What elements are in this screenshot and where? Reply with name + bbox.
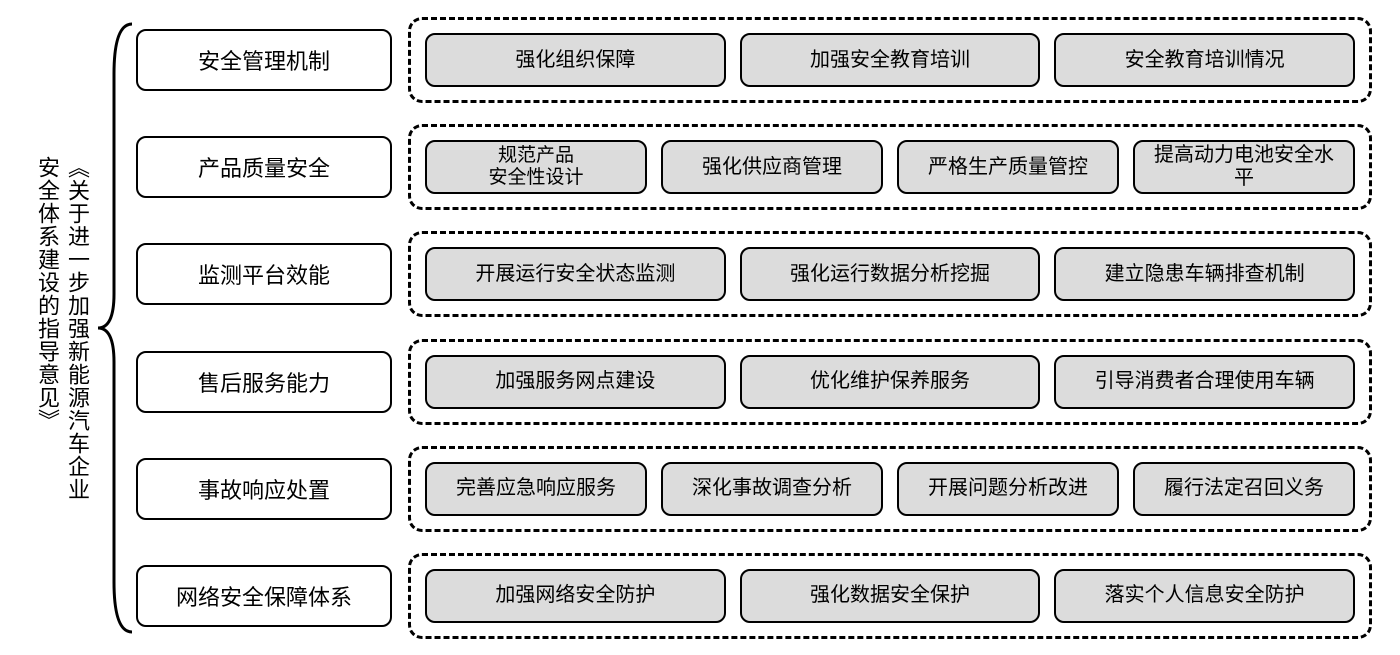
curly-brace-icon: [92, 14, 136, 642]
category-box: 监测平台效能: [136, 243, 392, 305]
items-group: 加强网络安全防护 强化数据安全保护 落实个人信息安全防护: [408, 553, 1372, 639]
item-box: 提高动力电池安全水平: [1133, 140, 1355, 194]
row: 安全管理机制 强化组织保障 加强安全教育培训 安全教育培训情况: [136, 16, 1372, 104]
item-box: 加强服务网点建设: [425, 355, 726, 409]
category-box: 安全管理机制: [136, 29, 392, 91]
item-box: 建立隐患车辆排查机制: [1054, 247, 1355, 301]
rows-column: 安全管理机制 强化组织保障 加强安全教育培训 安全教育培训情况 产品质量安全 规…: [136, 14, 1372, 642]
item-box: 安全教育培训情况: [1054, 33, 1355, 87]
items-group: 加强服务网点建设 优化维护保养服务 引导消费者合理使用车辆: [408, 339, 1372, 425]
row: 产品质量安全 规范产品安全性设计 强化供应商管理 严格生产质量管控 提高动力电池…: [136, 123, 1372, 211]
items-group: 规范产品安全性设计 强化供应商管理 严格生产质量管控 提高动力电池安全水平: [408, 124, 1372, 210]
item-box: 强化运行数据分析挖掘: [740, 247, 1041, 301]
item-box: 完善应急响应服务: [425, 462, 647, 516]
category-box: 产品质量安全: [136, 136, 392, 198]
item-box: 强化数据安全保护: [740, 569, 1041, 623]
diagram-root: 《关于进一步加强新能源汽车企业安全体系建设的指导意见》 安全管理机制 强化组织保…: [32, 14, 1372, 642]
item-box: 落实个人信息安全防护: [1054, 569, 1355, 623]
row: 事故响应处置 完善应急响应服务 深化事故调查分析 开展问题分析改进 履行法定召回…: [136, 445, 1372, 533]
item-box: 强化供应商管理: [661, 140, 883, 194]
item-box: 加强安全教育培训: [740, 33, 1041, 87]
item-box: 深化事故调查分析: [661, 462, 883, 516]
category-box: 售后服务能力: [136, 351, 392, 413]
category-box: 网络安全保障体系: [136, 565, 392, 627]
item-box: 开展运行安全状态监测: [425, 247, 726, 301]
items-group: 强化组织保障 加强安全教育培训 安全教育培训情况: [408, 17, 1372, 103]
item-box: 强化组织保障: [425, 33, 726, 87]
item-box: 引导消费者合理使用车辆: [1054, 355, 1355, 409]
category-box: 事故响应处置: [136, 458, 392, 520]
item-box: 履行法定召回义务: [1133, 462, 1355, 516]
item-box: 严格生产质量管控: [897, 140, 1119, 194]
items-group: 开展运行安全状态监测 强化运行数据分析挖掘 建立隐患车辆排查机制: [408, 231, 1372, 317]
item-box: 优化维护保养服务: [740, 355, 1041, 409]
row: 监测平台效能 开展运行安全状态监测 强化运行数据分析挖掘 建立隐患车辆排查机制: [136, 230, 1372, 318]
item-box: 开展问题分析改进: [897, 462, 1119, 516]
row: 售后服务能力 加强服务网点建设 优化维护保养服务 引导消费者合理使用车辆: [136, 338, 1372, 426]
brace-column: [92, 14, 136, 642]
item-box: 加强网络安全防护: [425, 569, 726, 623]
row: 网络安全保障体系 加强网络安全防护 强化数据安全保护 落实个人信息安全防护: [136, 552, 1372, 640]
items-group: 完善应急响应服务 深化事故调查分析 开展问题分析改进 履行法定召回义务: [408, 446, 1372, 532]
diagram-title: 《关于进一步加强新能源汽车企业安全体系建设的指导意见》: [32, 156, 92, 501]
item-box: 规范产品安全性设计: [425, 140, 647, 194]
title-column: 《关于进一步加强新能源汽车企业安全体系建设的指导意见》: [32, 14, 92, 642]
